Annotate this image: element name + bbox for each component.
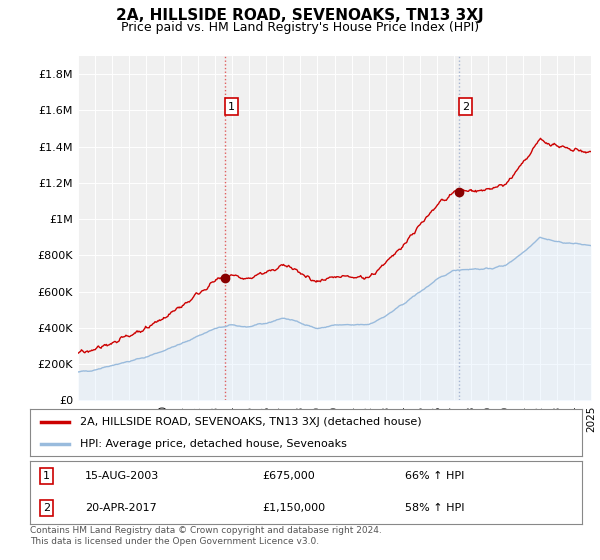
Text: 2: 2 xyxy=(43,503,50,513)
Text: 20-APR-2017: 20-APR-2017 xyxy=(85,503,157,513)
Text: Contains HM Land Registry data © Crown copyright and database right 2024.
This d: Contains HM Land Registry data © Crown c… xyxy=(30,526,382,546)
Text: 1: 1 xyxy=(228,102,235,112)
Text: 15-AUG-2003: 15-AUG-2003 xyxy=(85,471,160,481)
Text: HPI: Average price, detached house, Sevenoaks: HPI: Average price, detached house, Seve… xyxy=(80,438,347,449)
Text: 1: 1 xyxy=(43,471,50,481)
Text: £1,150,000: £1,150,000 xyxy=(262,503,325,513)
Text: Price paid vs. HM Land Registry's House Price Index (HPI): Price paid vs. HM Land Registry's House … xyxy=(121,21,479,34)
Text: 2A, HILLSIDE ROAD, SEVENOAKS, TN13 3XJ: 2A, HILLSIDE ROAD, SEVENOAKS, TN13 3XJ xyxy=(116,8,484,24)
Text: 66% ↑ HPI: 66% ↑ HPI xyxy=(406,471,465,481)
Text: 2: 2 xyxy=(462,102,469,112)
Text: £675,000: £675,000 xyxy=(262,471,314,481)
Text: 58% ↑ HPI: 58% ↑ HPI xyxy=(406,503,465,513)
Text: 2A, HILLSIDE ROAD, SEVENOAKS, TN13 3XJ (detached house): 2A, HILLSIDE ROAD, SEVENOAKS, TN13 3XJ (… xyxy=(80,417,421,427)
